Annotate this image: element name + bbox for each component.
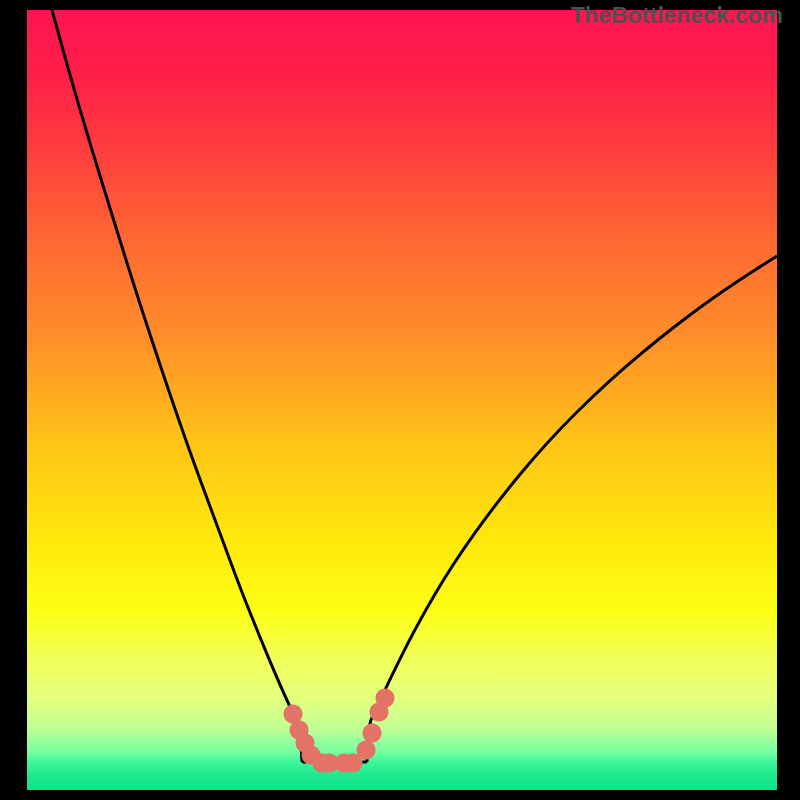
valley-marker [345,755,361,771]
valley-marker [358,742,374,758]
bottleneck-curve-svg [27,10,777,790]
gradient-background [27,10,777,790]
watermark-text: TheBottleneck.com [571,2,783,29]
valley-marker [377,690,393,706]
chart-frame: TheBottleneck.com [0,0,800,800]
valley-marker [285,706,301,722]
valley-marker [364,725,380,741]
gradient-plot-area [27,10,777,790]
